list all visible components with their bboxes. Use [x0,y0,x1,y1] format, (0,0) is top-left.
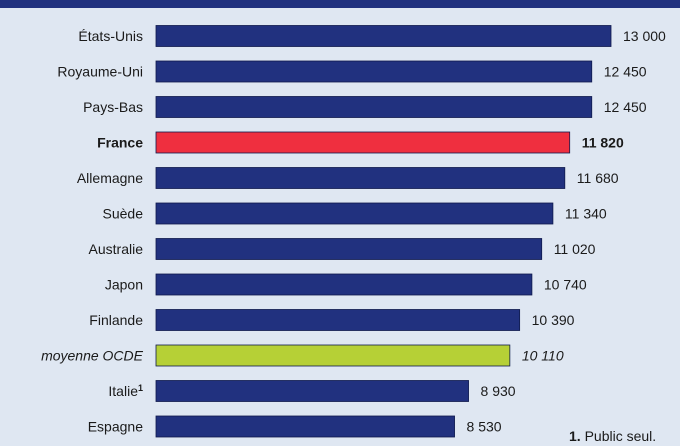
value-label-france: 11 820 [582,135,624,151]
bar-france [155,131,571,154]
footnote: 1. Public seul. [569,428,656,444]
bar-finlande [155,309,521,331]
bar-pays-bas [155,96,593,118]
bar-italie [155,380,469,402]
value-label-italie: 8 930 [481,383,516,399]
category-label-moyenne-ocde: moyenne OCDE [41,348,144,364]
value-label-australie: 11 020 [554,241,596,257]
bar-group [155,25,612,438]
bar-allemagne [155,167,566,189]
value-label-royaume-uni: 12 450 [604,64,647,80]
value-label-moyenne-ocde: 10 110 [522,348,564,364]
category-label-royaume-uni: Royaume-Uni [57,64,143,80]
value-label-pays-bas: 12 450 [604,99,647,115]
bar-royaume-uni [155,60,593,83]
value-label-allemagne: 11 680 [577,170,619,186]
category-label-espagne: Espagne [88,419,143,435]
category-label-allemagne: Allemagne [77,170,143,186]
category-labels: États-Unis Royaume-Uni Pays-Bas France Allem… [41,28,144,435]
category-label-australie: Australie [89,241,144,257]
bar-suede [155,202,554,225]
footnote-marker: 1. [569,428,581,444]
bar-espagne [155,415,455,438]
bar-etats-unis [155,25,612,47]
footnote-marker-sup: 1 [138,383,143,393]
value-label-etats-unis: 13 000 [623,28,666,44]
value-label-espagne: 8 530 [467,419,502,435]
value-labels: 13 000 12 450 12 450 11 820 11 680 11 340 11 0… [467,28,666,435]
bar-japon [155,273,533,296]
footnote-text: Public seul. [585,428,657,444]
top-rule [0,0,680,8]
category-label-etats-unis: États-Unis [78,28,143,44]
category-label-suede: Suède [103,206,144,222]
value-label-suede: 11 340 [565,206,607,222]
category-label-japon: Japon [105,277,143,293]
value-label-japon: 10 740 [544,277,587,293]
bar-australie [155,238,543,260]
category-label-finlande: Finlande [89,312,143,328]
value-label-finlande: 10 390 [532,312,575,328]
bar-moyenne-ocde [155,344,511,367]
category-label-pays-bas: Pays-Bas [83,99,143,115]
category-label-france: France [97,135,143,151]
category-label-italie: Italie1 [108,383,143,399]
